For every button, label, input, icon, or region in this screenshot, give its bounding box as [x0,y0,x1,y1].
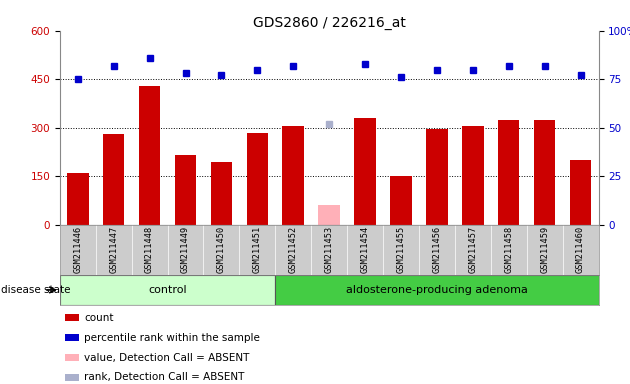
Text: GSM211446: GSM211446 [73,226,83,273]
Text: GSM211458: GSM211458 [504,226,513,273]
Text: GSM211459: GSM211459 [540,226,549,273]
Text: value, Detection Call = ABSENT: value, Detection Call = ABSENT [84,353,249,362]
Bar [246,132,268,225]
Bar [210,162,232,225]
Bar [275,275,598,305]
Bar [67,173,89,225]
Text: aldosterone-producing adenoma: aldosterone-producing adenoma [346,285,528,295]
Bar [139,86,161,225]
Text: percentile rank within the sample: percentile rank within the sample [84,333,260,343]
Text: GSM211450: GSM211450 [217,226,226,273]
Bar [103,134,125,225]
Bar [426,129,448,225]
Text: disease state: disease state [1,285,70,295]
Bar [390,176,412,225]
Text: GSM211448: GSM211448 [145,226,154,273]
Bar [66,354,79,361]
Bar [60,275,275,305]
Text: rank, Detection Call = ABSENT: rank, Detection Call = ABSENT [84,372,244,382]
Text: GSM211449: GSM211449 [181,226,190,273]
Text: GSM211452: GSM211452 [289,226,298,273]
Bar [354,118,376,225]
Bar [318,205,340,225]
Text: GSM211457: GSM211457 [468,226,478,273]
Text: GSM211454: GSM211454 [360,226,370,273]
Bar [66,334,79,341]
Bar [534,119,556,225]
Text: GSM211451: GSM211451 [253,226,262,273]
Bar [282,126,304,225]
Text: GSM211447: GSM211447 [109,226,118,273]
Bar [66,314,79,321]
Text: GSM211456: GSM211456 [432,226,442,273]
Bar [570,160,592,225]
Text: count: count [84,313,113,323]
Text: GSM211460: GSM211460 [576,226,585,273]
Text: control: control [148,285,187,295]
Bar [175,155,197,225]
Text: GSM211455: GSM211455 [396,226,406,273]
Text: GSM211453: GSM211453 [324,226,334,273]
Bar [498,119,520,225]
Bar [462,126,484,225]
Bar [66,374,79,381]
Title: GDS2860 / 226216_at: GDS2860 / 226216_at [253,16,406,30]
